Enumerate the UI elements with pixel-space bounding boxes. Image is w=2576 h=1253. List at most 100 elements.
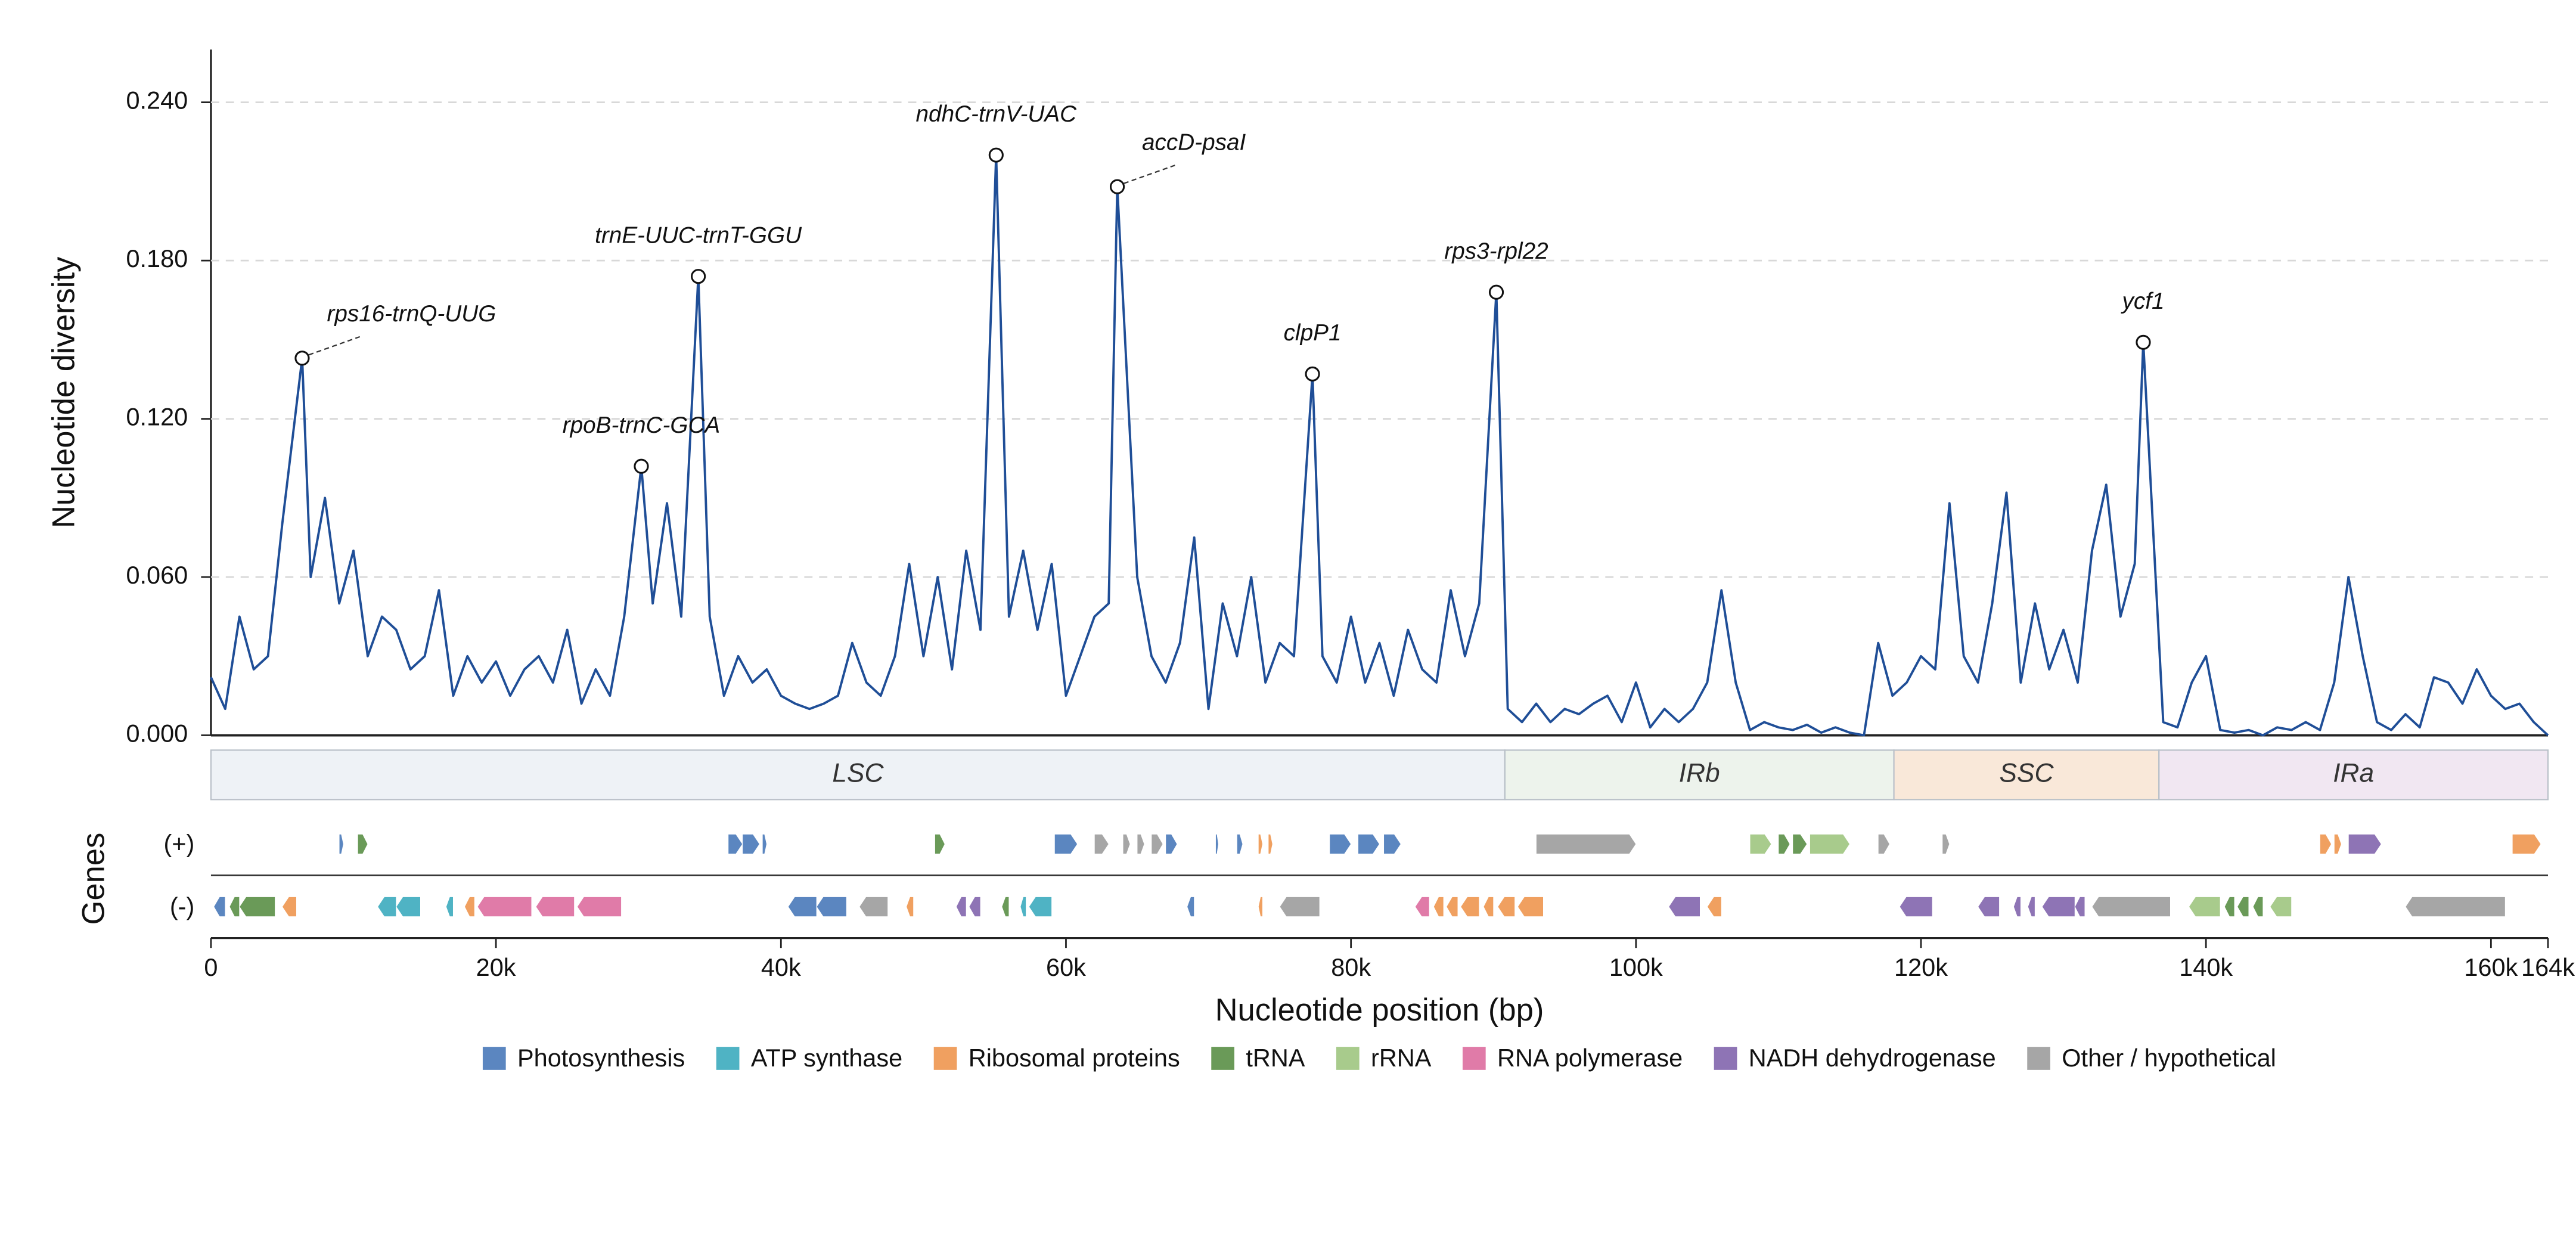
- gene: [1810, 833, 1850, 855]
- y-tick-label: 0.060: [126, 561, 188, 589]
- annotation: clpP1: [1284, 320, 1342, 346]
- gene: [1329, 833, 1352, 855]
- legend-label: Ribosomal proteins: [969, 1044, 1180, 1072]
- x-axis-title: Nucleotide position (bp): [1215, 993, 1544, 1028]
- x-tick-label: 20k: [476, 953, 516, 981]
- gene: [213, 897, 226, 917]
- gene: [339, 833, 344, 855]
- gene: [1215, 833, 1219, 855]
- gene: [2348, 833, 2382, 855]
- legend-swatch: [482, 1047, 506, 1070]
- gene: [2512, 833, 2541, 855]
- gene: [576, 897, 622, 917]
- gene: [396, 897, 421, 917]
- gene: [1383, 833, 1401, 855]
- gene: [477, 897, 532, 917]
- gene: [1942, 833, 1950, 855]
- gene: [2027, 897, 2035, 917]
- gene: [2013, 897, 2021, 917]
- annotation: ycf1: [2120, 289, 2164, 314]
- gene: [969, 897, 981, 917]
- gene: [1877, 833, 1890, 855]
- gene: [728, 833, 743, 855]
- strand-label: (+): [163, 830, 194, 858]
- leader-line: [308, 336, 361, 356]
- gene: [1122, 833, 1131, 855]
- gene: [1137, 833, 1145, 855]
- region: [2158, 749, 2549, 801]
- gene: [1187, 897, 1195, 917]
- region-label: IRb: [1679, 759, 1720, 788]
- x-tick-label: 100k: [1609, 953, 1663, 981]
- legend-swatch: [2027, 1047, 2050, 1070]
- x-tick-label: 164k: [2521, 953, 2575, 981]
- y-tick-label: 0.120: [126, 403, 188, 431]
- gene: [2074, 897, 2085, 917]
- legend-swatch: [933, 1047, 957, 1070]
- peak-marker: [294, 351, 310, 366]
- legend-label: Photosynthesis: [517, 1044, 685, 1072]
- gene: [2188, 897, 2221, 917]
- gene: [1020, 897, 1026, 917]
- legend-label: rRNA: [1371, 1044, 1432, 1072]
- legend: Photosynthesis ATP synthase Ribosomal prot…: [482, 1044, 2276, 1072]
- gene: [1749, 833, 1772, 855]
- legend-swatch: [1714, 1047, 1737, 1070]
- region: [1504, 749, 1895, 801]
- x-tick-label: 80k: [1331, 953, 1371, 981]
- gene: [1433, 897, 1444, 917]
- gene: [445, 897, 454, 917]
- gene: [1978, 897, 2000, 917]
- legend-swatch: [1211, 1047, 1234, 1070]
- gene: [1899, 897, 1933, 917]
- gene: [816, 897, 847, 917]
- gene: [1792, 833, 1808, 855]
- gene: [1778, 833, 1790, 855]
- gene: [377, 897, 397, 917]
- gene: [1054, 833, 1078, 855]
- gene: [2237, 897, 2249, 917]
- x-tick-label: 120k: [1894, 953, 1948, 981]
- gene: [1268, 833, 1273, 855]
- gene: [935, 833, 945, 855]
- gene: [357, 833, 368, 855]
- x-tick-label: 160k: [2464, 953, 2518, 981]
- y-axis-title: Nucleotide diversity: [46, 256, 81, 528]
- gene: [1151, 833, 1163, 855]
- x-tick-label: 0: [204, 953, 218, 981]
- gene: [1165, 833, 1178, 855]
- annotation: ndhC-trnV-UAC: [916, 101, 1078, 127]
- gene: [955, 897, 967, 917]
- gene: [1258, 897, 1263, 917]
- gene: [2252, 897, 2264, 917]
- peak-marker: [2136, 334, 2151, 350]
- gene: [2405, 897, 2506, 917]
- region-label: LSC: [832, 759, 884, 788]
- gene: [1001, 897, 1010, 917]
- gene: [2224, 897, 2235, 917]
- y-tick-label: 0.180: [126, 244, 188, 272]
- legend-swatch: [1336, 1047, 1360, 1070]
- peak-marker: [1488, 284, 1504, 300]
- peak-marker: [1305, 366, 1320, 382]
- leader-line: [1123, 165, 1175, 184]
- strand-label: (-): [170, 892, 194, 920]
- gene: [2041, 897, 2075, 917]
- legend-swatch: [716, 1047, 740, 1070]
- gene: [1536, 833, 1637, 855]
- gene: [1497, 897, 1516, 917]
- gene: [2091, 897, 2171, 917]
- gene: [1258, 833, 1263, 855]
- x-tick-label: 140k: [2179, 953, 2233, 981]
- y-tick-label: 0.240: [126, 86, 188, 114]
- gene: [1706, 897, 1722, 917]
- gene: [535, 897, 575, 917]
- annotation: rps3-rpl22: [1444, 238, 1548, 264]
- legend-swatch: [1462, 1047, 1486, 1070]
- legend-label: ATP synthase: [751, 1044, 902, 1072]
- gene: [1460, 897, 1480, 917]
- annotation: accD-psaI: [1142, 130, 1246, 156]
- annotation: trnE-UUC-trnT-GGU: [595, 223, 802, 249]
- gene: [1517, 897, 1544, 917]
